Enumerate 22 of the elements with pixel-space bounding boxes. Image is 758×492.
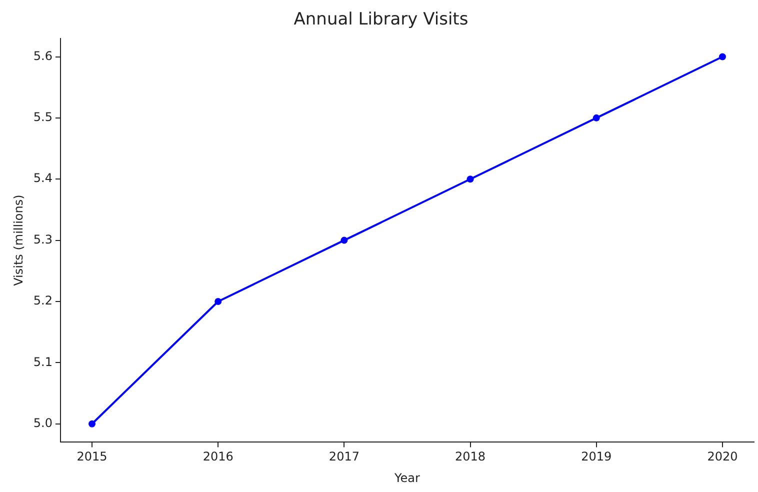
y-tick-label: 5.4: [33, 171, 52, 186]
y-axis-title: Visits (millions): [11, 194, 26, 286]
point: [466, 176, 474, 183]
point: [592, 114, 600, 122]
point: [340, 236, 348, 244]
y-tick-label: 5.2: [33, 294, 52, 308]
y-tick-label: 5.6: [33, 48, 52, 63]
y-tick-label: 5.1: [33, 354, 52, 369]
x-tick-label: 2017: [328, 450, 360, 464]
x-tick-label: 2016: [202, 450, 234, 464]
x-tick-label: 2018: [455, 450, 486, 464]
x-tick-label: 2020: [707, 450, 738, 464]
y-tick-label: 5.5: [33, 110, 52, 124]
point: [88, 420, 96, 428]
y-tick-label: 5.0: [33, 416, 52, 430]
x-axis-title: Year: [394, 470, 420, 485]
point: [718, 53, 726, 60]
point: [214, 298, 222, 305]
x-tick-label: 2015: [76, 450, 108, 464]
y-tick-label: 5.3: [33, 232, 52, 246]
chart-title: Annual Library Visits: [294, 10, 468, 30]
x-tick-label: 2019: [581, 450, 612, 464]
